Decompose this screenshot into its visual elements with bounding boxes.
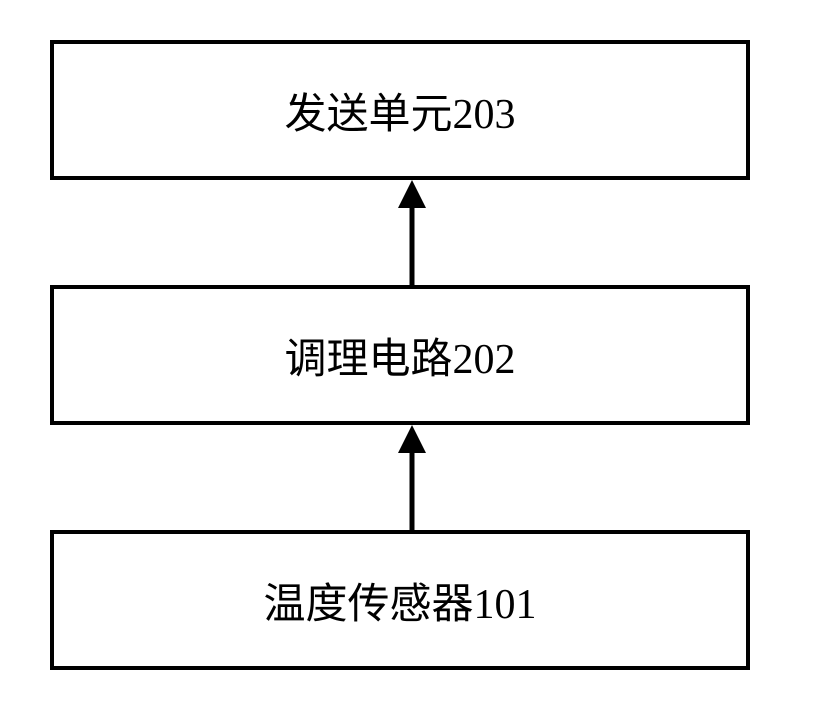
- block-conditioning-circuit: 调理电路202: [50, 285, 750, 425]
- block-label: 发送单元203: [284, 80, 515, 141]
- block-temperature-sensor: 温度传感器101: [50, 530, 750, 670]
- arrow-middle-to-top: [397, 180, 427, 285]
- block-label: 调理电路202: [284, 325, 515, 386]
- block-sending-unit: 发送单元203: [50, 40, 750, 180]
- block-diagram: 发送单元203 调理电路202 温度传感器101: [50, 40, 774, 672]
- arrow-bottom-to-middle: [397, 425, 427, 530]
- block-label: 温度传感器101: [263, 570, 536, 631]
